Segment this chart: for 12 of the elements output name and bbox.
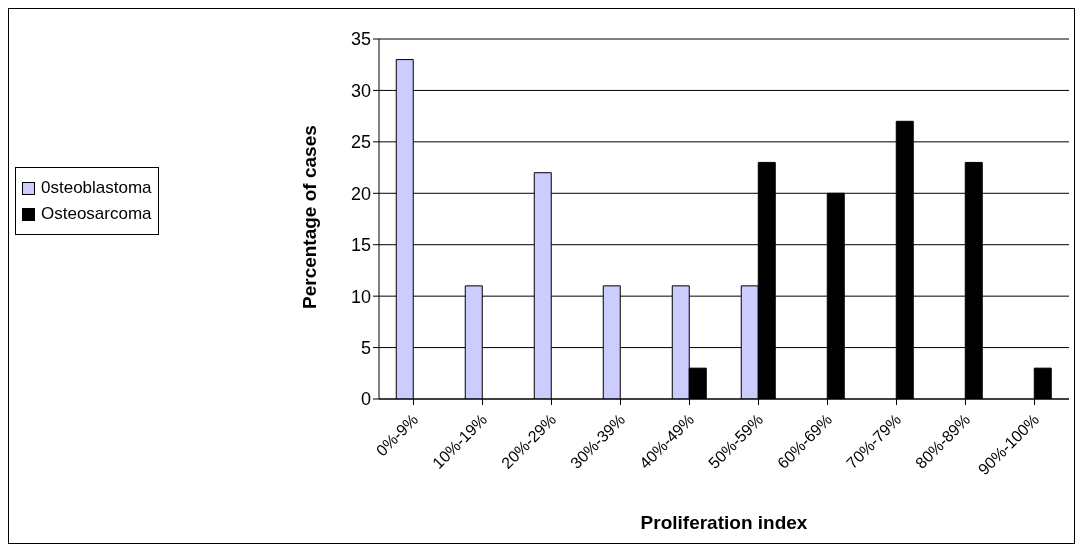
y-tick-label: 30 [350, 80, 371, 101]
y-tick-label: 20 [350, 183, 371, 204]
y-tick-label: 10 [350, 286, 371, 307]
y-tick-label: 25 [350, 132, 371, 153]
legend-label: Osteosarcoma [41, 204, 152, 224]
y-tick-label: 0 [360, 389, 371, 410]
y-tick-label: 5 [360, 337, 371, 358]
x-axis-title: Proliferation index [640, 512, 808, 533]
y-axis-title: Percentage of cases [298, 125, 320, 309]
legend-label: 0steoblastoma [41, 178, 152, 198]
y-tick-label: 15 [350, 235, 371, 256]
y-tick-label: 35 [350, 29, 371, 50]
